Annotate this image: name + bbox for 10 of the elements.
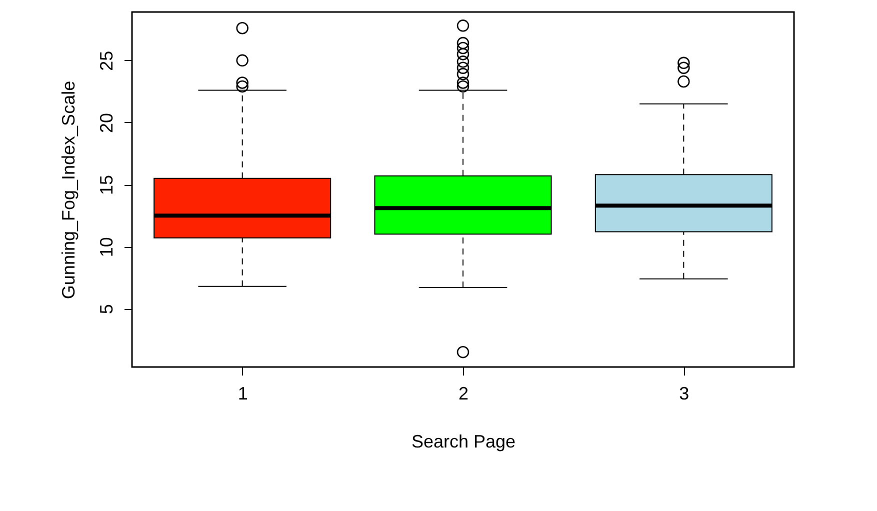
- y-tick-label: 5: [96, 304, 116, 314]
- x-axis-title: Search Page: [411, 432, 516, 452]
- y-tick-label: 10: [96, 237, 116, 258]
- x-tick-label: 2: [458, 384, 469, 404]
- x-tick-label: 3: [679, 384, 690, 404]
- y-tick-label: 20: [96, 112, 116, 133]
- x-tick-label: 1: [238, 384, 248, 404]
- y-axis-title: Gunning_Fog_Index_Scale: [58, 80, 78, 300]
- y-tick-label: 25: [96, 50, 116, 71]
- y-tick-label: 15: [96, 175, 116, 196]
